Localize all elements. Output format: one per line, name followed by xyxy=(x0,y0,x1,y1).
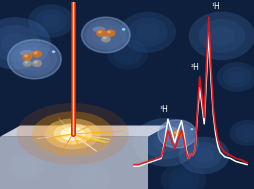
Circle shape xyxy=(188,12,254,60)
Circle shape xyxy=(216,62,254,92)
Circle shape xyxy=(34,51,38,54)
Polygon shape xyxy=(0,137,147,189)
Circle shape xyxy=(190,128,193,130)
Circle shape xyxy=(32,50,42,58)
Circle shape xyxy=(234,124,254,142)
Circle shape xyxy=(12,43,57,76)
Circle shape xyxy=(69,165,109,189)
Circle shape xyxy=(113,44,141,65)
Circle shape xyxy=(32,60,42,67)
Circle shape xyxy=(1,33,29,54)
Circle shape xyxy=(18,161,33,172)
Circle shape xyxy=(208,26,234,46)
Circle shape xyxy=(8,40,61,79)
Circle shape xyxy=(171,130,182,138)
Text: ³H: ³H xyxy=(160,105,168,115)
Circle shape xyxy=(0,25,40,62)
Circle shape xyxy=(24,54,28,57)
Circle shape xyxy=(102,36,106,39)
Ellipse shape xyxy=(166,127,177,132)
Circle shape xyxy=(152,133,178,152)
Circle shape xyxy=(185,142,221,168)
Circle shape xyxy=(23,60,32,67)
Circle shape xyxy=(101,36,110,43)
Circle shape xyxy=(105,29,115,37)
Circle shape xyxy=(132,118,198,167)
Circle shape xyxy=(198,19,244,53)
Circle shape xyxy=(81,174,97,186)
Circle shape xyxy=(229,120,254,146)
Circle shape xyxy=(157,120,196,148)
Circle shape xyxy=(119,49,135,60)
Circle shape xyxy=(34,61,38,64)
Circle shape xyxy=(107,30,111,33)
Circle shape xyxy=(75,169,103,189)
Ellipse shape xyxy=(20,50,34,56)
Circle shape xyxy=(173,131,177,134)
Circle shape xyxy=(42,14,60,28)
Ellipse shape xyxy=(44,119,100,149)
Circle shape xyxy=(167,168,199,189)
Circle shape xyxy=(178,137,229,174)
Circle shape xyxy=(18,47,50,71)
Circle shape xyxy=(22,53,32,61)
Circle shape xyxy=(98,30,102,33)
Circle shape xyxy=(165,125,188,142)
Circle shape xyxy=(228,71,244,83)
Circle shape xyxy=(239,128,253,138)
Circle shape xyxy=(119,12,175,53)
Circle shape xyxy=(128,18,167,46)
Circle shape xyxy=(96,29,106,37)
Circle shape xyxy=(160,163,206,189)
Ellipse shape xyxy=(60,127,85,141)
Circle shape xyxy=(142,125,188,159)
Ellipse shape xyxy=(92,27,105,32)
Circle shape xyxy=(136,24,158,40)
Circle shape xyxy=(8,153,43,180)
Circle shape xyxy=(91,24,120,46)
Ellipse shape xyxy=(53,123,91,144)
Circle shape xyxy=(160,122,193,146)
Circle shape xyxy=(81,17,130,53)
Circle shape xyxy=(52,50,55,53)
Text: ¹H: ¹H xyxy=(210,2,219,11)
Circle shape xyxy=(28,4,74,38)
Circle shape xyxy=(24,61,28,64)
Circle shape xyxy=(85,20,126,50)
Circle shape xyxy=(193,148,213,163)
Circle shape xyxy=(13,157,38,176)
Circle shape xyxy=(121,28,125,31)
Circle shape xyxy=(222,67,250,87)
Ellipse shape xyxy=(32,112,113,156)
Ellipse shape xyxy=(17,103,128,165)
Circle shape xyxy=(0,17,51,70)
Circle shape xyxy=(107,40,147,70)
Circle shape xyxy=(35,9,67,33)
Polygon shape xyxy=(0,125,168,137)
Text: ²H: ²H xyxy=(190,63,199,72)
Ellipse shape xyxy=(65,130,80,138)
